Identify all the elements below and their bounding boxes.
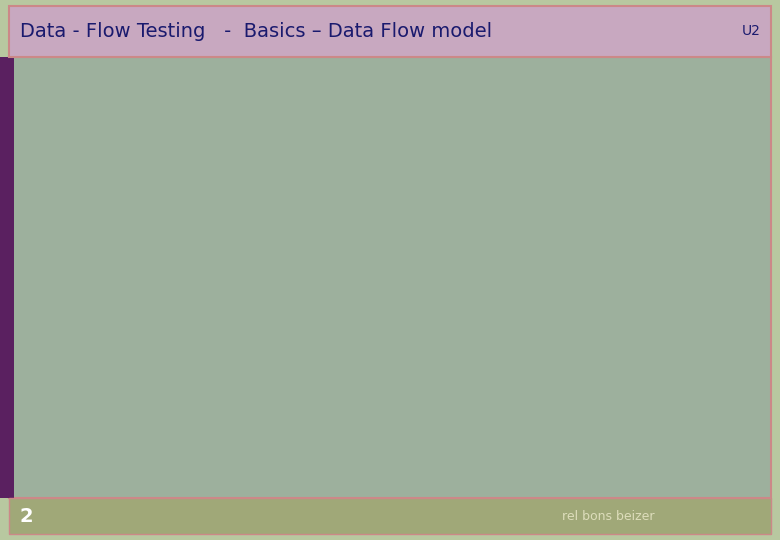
- Text: Z := 0: Z := 0: [202, 176, 239, 189]
- Text: P1: P1: [195, 280, 209, 293]
- Ellipse shape: [495, 202, 575, 282]
- Text: 5: 5: [530, 235, 540, 249]
- Text: Read a,b,n: Read a,b,n: [202, 161, 265, 174]
- Text: Y: Y: [267, 293, 275, 306]
- Ellipse shape: [81, 202, 161, 282]
- Text: P2: P2: [493, 300, 507, 313]
- Text: 3: 3: [407, 323, 417, 338]
- Ellipse shape: [373, 291, 452, 370]
- Text: 1: 1: [116, 235, 126, 249]
- Text: r < n ?: r < n ?: [577, 325, 617, 338]
- Text: a = 1?: a = 1?: [286, 267, 324, 280]
- Text: Data - Flow Testing   -  Basics – Data Flow model: Data - Flow Testing - Basics – Data Flow…: [20, 22, 491, 41]
- Text: r := r+1,  c:= c*a: r := r+1, c:= c*a: [363, 335, 466, 348]
- Text: 2: 2: [20, 507, 33, 526]
- Ellipse shape: [640, 202, 720, 282]
- Text: 6: 6: [675, 235, 686, 249]
- Ellipse shape: [495, 291, 575, 370]
- Text: U2: U2: [742, 24, 760, 38]
- Text: CFG for the Example: CFG for the Example: [68, 83, 275, 101]
- Text: Z := b + Z: Z := b + Z: [576, 212, 639, 225]
- Text: 4: 4: [530, 323, 540, 338]
- Text: Z := 1: Z := 1: [374, 212, 412, 225]
- Text: Z := (c-1)/(a-1): Z := (c-1)/(a-1): [550, 275, 640, 288]
- Text: rel bons beizer: rel bons beizer: [562, 510, 654, 523]
- Text: 2: 2: [262, 235, 271, 249]
- Ellipse shape: [227, 202, 307, 282]
- Text: r := 1  c:=1: r := 1 c:=1: [198, 326, 267, 339]
- Text: Y: Y: [534, 384, 541, 397]
